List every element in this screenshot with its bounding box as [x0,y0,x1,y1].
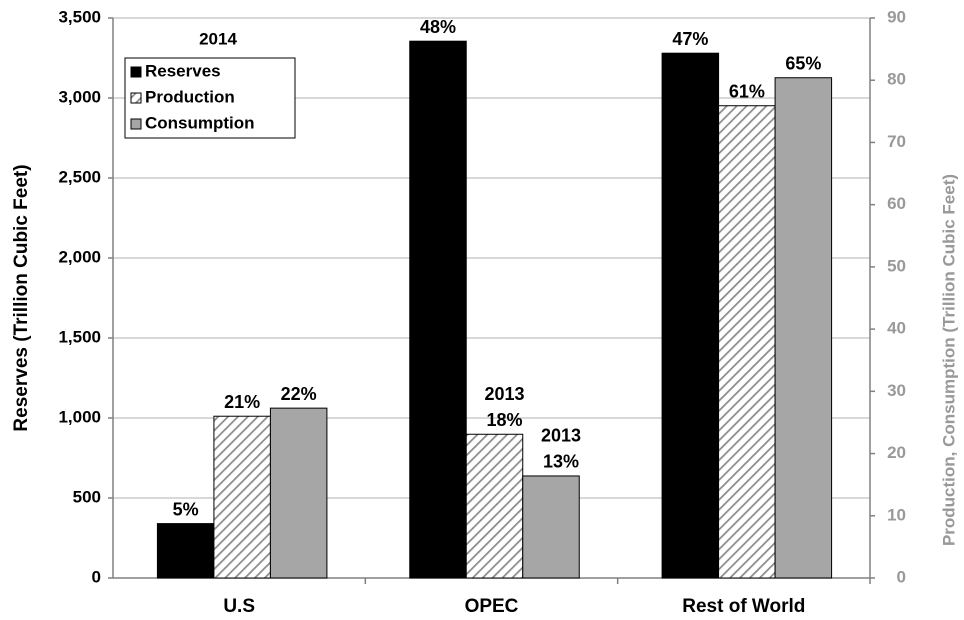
data-label: 65% [785,53,821,73]
x-tick-label: OPEC [465,596,519,617]
y-tick-label: 500 [73,487,101,506]
bar [156,523,215,579]
bar [522,475,580,579]
legend-label: Production [145,87,235,106]
data-label: 22% [281,384,317,404]
data-label: 61% [729,81,765,101]
y-tick-label: 0 [92,567,101,586]
y-tick-label: 1,500 [58,327,101,346]
y2-tick-label: 60 [887,194,906,213]
y2-tick-label: 50 [887,256,906,275]
legend-swatch [130,66,142,78]
y-tick-label: 1,000 [58,407,101,426]
y2-axis-title: Production, Consumption (Trillion Cubic … [939,174,958,546]
x-tick-label: Rest of World [682,596,805,617]
year-label: 2013 [541,426,581,446]
y2-tick-label: 90 [887,7,906,26]
data-label: 21% [224,392,260,412]
y2-tick-label: 0 [897,567,906,586]
legend-swatch [130,92,142,104]
annotation: 2014 [199,29,237,48]
data-label: 18% [486,410,522,430]
y2-tick-label: 20 [887,443,906,462]
y-axis-title: Reserves (Trillion Cubic Feet) [11,164,32,431]
data-label: 13% [543,452,579,472]
legend-label: Consumption [145,113,255,132]
y2-tick-label: 70 [887,132,906,151]
year-label: 2013 [484,384,524,404]
bar [465,433,524,579]
data-label: 48% [420,17,456,37]
bar [661,52,720,579]
y2-tick-label: 30 [887,381,906,400]
legend-label: Reserves [145,61,221,80]
y-tick-label: 3,500 [58,7,101,26]
bar [213,415,271,579]
y2-tick-label: 10 [887,505,906,524]
x-tick-label: U.S [223,596,255,617]
data-label: 5% [173,499,199,519]
y-tick-label: 2,500 [58,167,101,186]
y2-tick-label: 40 [887,319,906,338]
y-tick-label: 3,000 [58,87,101,106]
bar [409,40,467,579]
bar [718,105,776,579]
bar [269,407,328,579]
legend-swatch [130,118,142,130]
legend-box [124,57,296,139]
y-tick-label: 2,000 [58,247,101,266]
y2-tick-label: 80 [887,70,906,89]
bar [774,77,833,579]
data-label: 47% [672,29,708,49]
